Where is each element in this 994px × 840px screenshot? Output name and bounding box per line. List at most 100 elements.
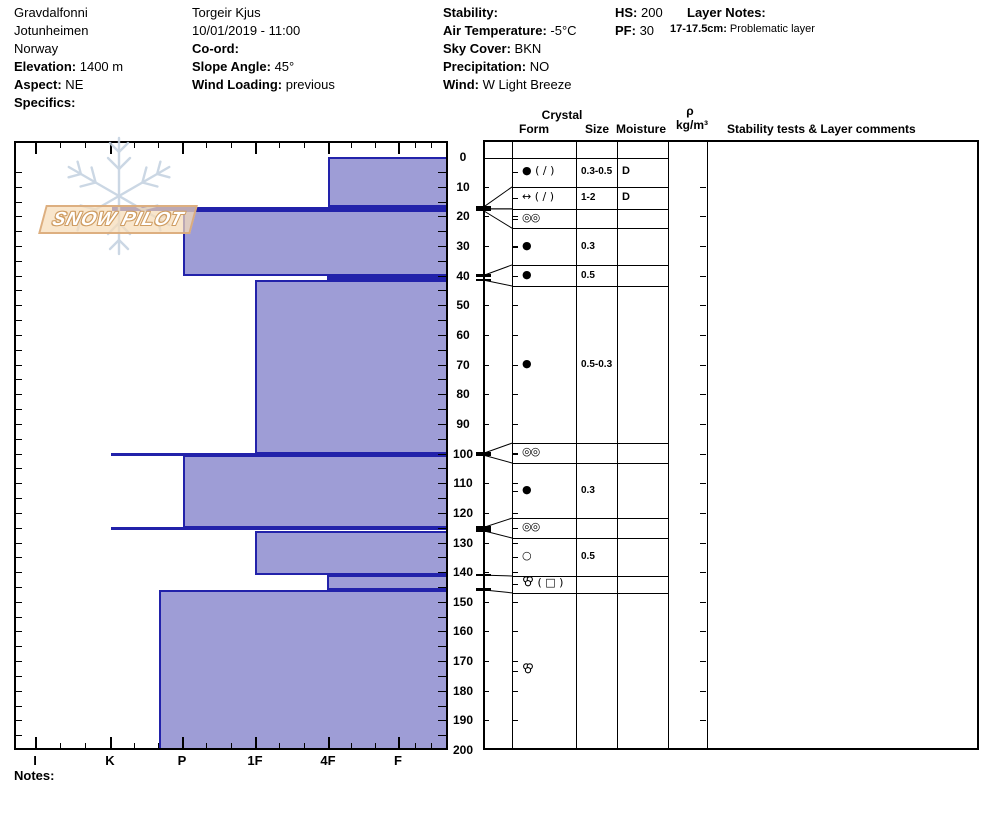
depth-axis-label: 150 <box>452 594 474 609</box>
depth-tick-right <box>438 171 446 173</box>
row-center-tick <box>513 557 518 558</box>
depth-tick-right <box>438 631 446 633</box>
form-column-tick <box>513 245 518 247</box>
density-scale-tick <box>700 245 706 247</box>
row-center-tick <box>513 246 518 248</box>
hardness-axis-top-tick <box>279 142 281 148</box>
hardness-axis-top-tick <box>351 142 353 148</box>
depth-tick-right <box>438 601 446 603</box>
crystal-form-symbol: ● <box>522 267 532 281</box>
hardness-axis-label: K <box>105 753 115 768</box>
hardness-axis-bottom-tick <box>35 737 37 749</box>
depth-axis-label: 180 <box>452 683 474 698</box>
depth-tick-right <box>438 453 446 455</box>
form-column-tick <box>513 216 518 218</box>
depth-tick-left <box>16 675 22 677</box>
table-depth-tick <box>484 483 489 485</box>
depth-tick-right <box>438 586 446 588</box>
conditions-field-3: Precipitation: NO <box>443 59 550 74</box>
depth-tick-left <box>16 542 22 544</box>
table-depth-tick <box>484 512 489 514</box>
flag-depth-marker <box>476 208 491 212</box>
table-row-line <box>512 208 668 210</box>
column-header-moisture: Moisture <box>615 122 666 136</box>
hardness-axis-label: I <box>33 753 37 768</box>
table-depth-tick <box>484 572 489 574</box>
hardness-axis-top-tick <box>35 142 37 154</box>
depth-tick-right <box>438 616 446 618</box>
depth-tick-left <box>16 216 22 218</box>
density-scale-tick <box>700 453 706 455</box>
hardness-axis-bottom-tick <box>110 737 112 749</box>
hardness-axis-bottom-tick <box>230 743 232 749</box>
row-center-tick <box>513 490 518 492</box>
snow-layer-bar-thin <box>111 527 448 531</box>
form-column-tick <box>513 631 518 633</box>
table-column-line <box>576 140 577 750</box>
row-center-tick <box>513 275 518 277</box>
depth-tick-left <box>16 171 22 173</box>
depth-tick-left <box>16 186 22 188</box>
depth-axis-label: 130 <box>452 535 474 550</box>
hardness-axis-label: 1F <box>247 753 263 768</box>
crystal-form-symbol: ◎◎ <box>522 210 540 224</box>
depth-tick-right <box>438 275 446 277</box>
header-location-block: Gravdalfonni Jotunheimen Norway Elevation: … <box>14 4 123 112</box>
snowpack-field-0: HS: 200 <box>615 5 663 20</box>
row-center-tick <box>513 218 518 220</box>
table-row-line <box>512 443 668 445</box>
hardness-axis-bottom-tick <box>414 743 416 749</box>
table-depth-tick <box>484 334 489 336</box>
crystal-form-symbol <box>522 663 534 676</box>
crystal-form-symbol: ○ <box>522 549 532 562</box>
depth-tick-right <box>438 364 446 366</box>
snowflake-icon <box>67 136 171 256</box>
depth-tick-left <box>16 334 22 336</box>
hardness-axis-bottom-tick <box>158 743 159 749</box>
table-column-line <box>512 140 513 750</box>
depth-tick-left <box>16 735 22 737</box>
row-center-tick <box>513 364 518 366</box>
depth-tick-left <box>16 394 22 396</box>
density-scale-tick <box>700 364 706 366</box>
depth-tick-right <box>438 705 446 707</box>
table-depth-tick <box>484 186 489 188</box>
flag-depth-marker <box>476 529 491 532</box>
header-snowpack-block: HS: 200 PF: 30 <box>615 4 663 40</box>
depth-tick-left <box>16 438 22 440</box>
form-column-tick <box>513 394 518 396</box>
depth-tick-left <box>16 720 22 722</box>
moisture-value: D <box>622 165 630 178</box>
crystal-form-symbol: ● <box>522 238 532 252</box>
depth-tick-left <box>16 572 22 574</box>
crystal-size-value: 0.3-0.5 <box>581 166 613 178</box>
hardness-axis-top-tick <box>374 142 376 148</box>
moisture-value: D <box>622 190 630 203</box>
flag-depth-marker <box>476 453 491 456</box>
hardness-axis-bottom-tick <box>279 743 281 749</box>
table-depth-tick <box>484 690 489 692</box>
hardness-axis-bottom-tick <box>431 743 433 749</box>
density-scale-tick <box>700 690 706 692</box>
depth-tick-left <box>16 349 22 351</box>
depth-tick-right <box>438 349 446 351</box>
table-column-line <box>483 140 484 750</box>
header-conditions-block: Stability: Air Temperature: -5°C Sky Cover… <box>443 4 577 94</box>
conditions-field-2: Sky Cover: BKN <box>443 41 542 56</box>
form-column-tick <box>513 512 518 514</box>
density-scale-tick <box>700 483 706 485</box>
density-scale-tick <box>700 572 706 574</box>
crystal-form-symbol: ● <box>522 482 532 496</box>
depth-tick-left <box>16 379 22 381</box>
hardness-axis-label: F <box>394 753 402 768</box>
table-depth-tick <box>484 631 489 633</box>
layer-notes-title: Layer Notes: <box>687 5 766 20</box>
hardness-axis-top-tick <box>255 142 257 154</box>
depth-tick-left <box>16 305 22 307</box>
depth-tick-right <box>438 334 446 336</box>
row-center-tick <box>513 197 518 199</box>
flag-depth-marker <box>476 573 491 577</box>
row-center-tick <box>513 172 518 174</box>
column-header-form: Form <box>519 122 549 136</box>
